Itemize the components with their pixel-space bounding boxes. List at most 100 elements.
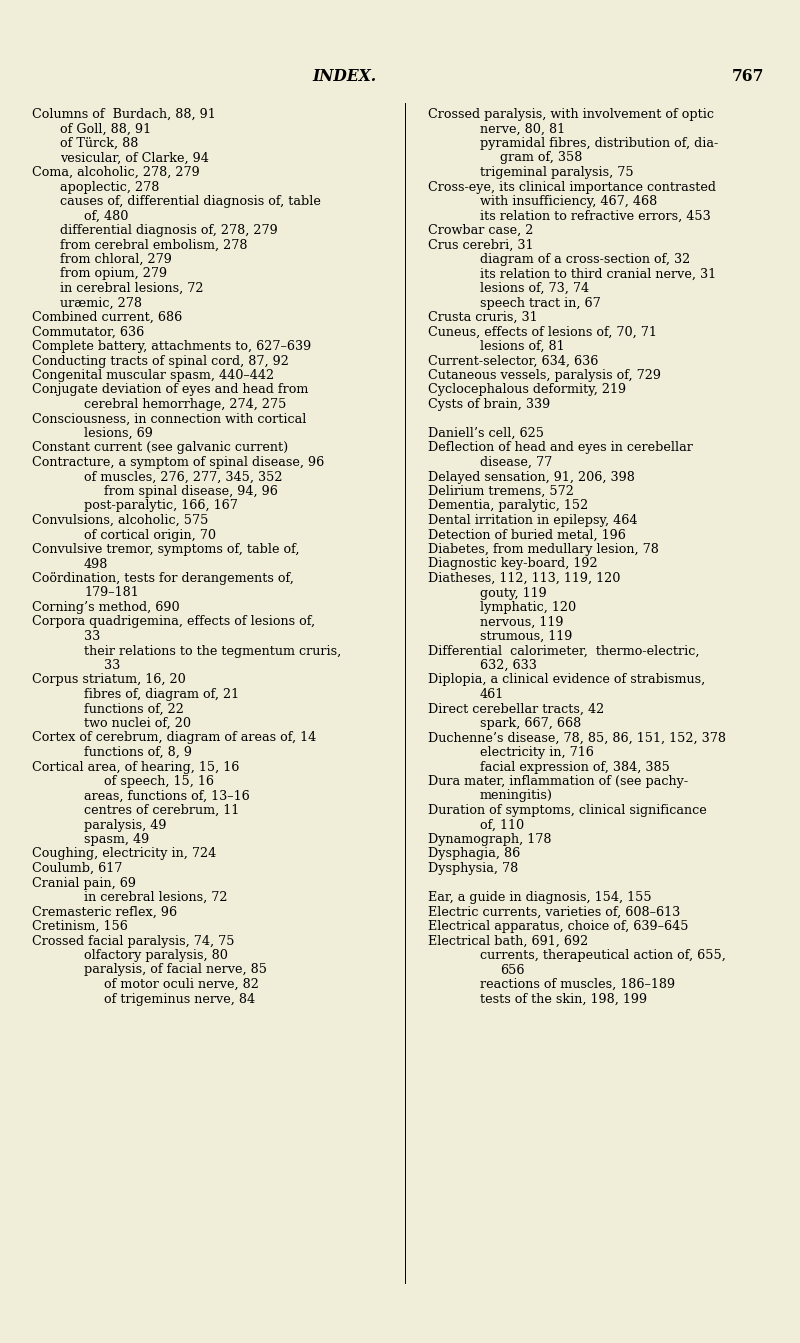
Text: Consciousness, in connection with cortical: Consciousness, in connection with cortic… [32,412,306,426]
Text: Cutaneous vessels, paralysis of, 729: Cutaneous vessels, paralysis of, 729 [428,369,661,381]
Text: 656: 656 [500,963,525,976]
Text: Differential  calorimeter,  thermo-electric,: Differential calorimeter, thermo-electri… [428,645,699,658]
Text: of muscles, 276, 277, 345, 352: of muscles, 276, 277, 345, 352 [84,470,282,483]
Text: of Goll, 88, 91: of Goll, 88, 91 [60,122,151,136]
Text: lesions, 69: lesions, 69 [84,427,153,441]
Text: of, 480: of, 480 [84,210,128,223]
Text: of Türck, 88: of Türck, 88 [60,137,138,150]
Text: Coördination, tests for derangements of,: Coördination, tests for derangements of, [32,572,294,586]
Text: Delirium tremens, 572: Delirium tremens, 572 [428,485,574,498]
Text: Cross-eye, its clinical importance contrasted: Cross-eye, its clinical importance contr… [428,180,716,193]
Text: Duchenne’s disease, 78, 85, 86, 151, 152, 378: Duchenne’s disease, 78, 85, 86, 151, 152… [428,732,726,744]
Text: Daniell’s cell, 625: Daniell’s cell, 625 [428,427,544,441]
Text: vesicular, of Clarke, 94: vesicular, of Clarke, 94 [60,152,209,164]
Text: Diplopia, a clinical evidence of strabismus,: Diplopia, a clinical evidence of strabis… [428,673,706,686]
Text: speech tract in, 67: speech tract in, 67 [480,297,601,309]
Text: Coulumb, 617: Coulumb, 617 [32,862,122,876]
Text: of, 110: of, 110 [480,818,524,831]
Text: nerve, 80, 81: nerve, 80, 81 [480,122,565,136]
Text: fibres of, diagram of, 21: fibres of, diagram of, 21 [84,688,239,701]
Text: Complete battery, attachments to, 627–639: Complete battery, attachments to, 627–63… [32,340,311,353]
Text: pyramidal fibres, distribution of, dia-: pyramidal fibres, distribution of, dia- [480,137,718,150]
Text: Cretinism, 156: Cretinism, 156 [32,920,128,933]
Text: olfactory paralysis, 80: olfactory paralysis, 80 [84,950,228,962]
Text: Deflection of head and eyes in cerebellar: Deflection of head and eyes in cerebella… [428,442,693,454]
Text: two nuclei of, 20: two nuclei of, 20 [84,717,191,731]
Text: 498: 498 [84,557,108,571]
Text: Coma, alcoholic, 278, 279: Coma, alcoholic, 278, 279 [32,167,200,179]
Text: tests of the skin, 198, 199: tests of the skin, 198, 199 [480,992,647,1006]
Text: Dental irritation in epilepsy, 464: Dental irritation in epilepsy, 464 [428,514,638,526]
Text: 767: 767 [732,68,764,85]
Text: Columns of  Burdach, 88, 91: Columns of Burdach, 88, 91 [32,107,216,121]
Text: of motor oculi nerve, 82: of motor oculi nerve, 82 [104,978,259,991]
Text: INDEX.: INDEX. [312,68,376,85]
Text: Crossed paralysis, with involvement of optic: Crossed paralysis, with involvement of o… [428,107,714,121]
Text: Direct cerebellar tracts, 42: Direct cerebellar tracts, 42 [428,702,604,716]
Text: Current-selector, 634, 636: Current-selector, 634, 636 [428,355,598,368]
Text: reactions of muscles, 186–189: reactions of muscles, 186–189 [480,978,675,991]
Text: spark, 667, 668: spark, 667, 668 [480,717,582,731]
Text: its relation to third cranial nerve, 31: its relation to third cranial nerve, 31 [480,267,716,281]
Text: 33: 33 [104,659,120,672]
Text: Diatheses, 112, 113, 119, 120: Diatheses, 112, 113, 119, 120 [428,572,620,586]
Text: Cyclocephalous deformity, 219: Cyclocephalous deformity, 219 [428,384,626,396]
Text: functions of, 22: functions of, 22 [84,702,184,716]
Text: Corpus striatum, 16, 20: Corpus striatum, 16, 20 [32,673,186,686]
Text: Convulsive tremor, symptoms of, table of,: Convulsive tremor, symptoms of, table of… [32,543,299,556]
Text: Constant current (see galvanic current): Constant current (see galvanic current) [32,442,288,454]
Text: paralysis, 49: paralysis, 49 [84,818,166,831]
Text: Conjugate deviation of eyes and head from: Conjugate deviation of eyes and head fro… [32,384,308,396]
Text: Diabetes, from medullary lesion, 78: Diabetes, from medullary lesion, 78 [428,543,659,556]
Text: cerebral hemorrhage, 274, 275: cerebral hemorrhage, 274, 275 [84,398,286,411]
Text: Contracture, a symptom of spinal disease, 96: Contracture, a symptom of spinal disease… [32,457,324,469]
Text: diagram of a cross-section of, 32: diagram of a cross-section of, 32 [480,252,690,266]
Text: facial expression of, 384, 385: facial expression of, 384, 385 [480,760,670,774]
Text: functions of, 8, 9: functions of, 8, 9 [84,745,192,759]
Text: Crowbar case, 2: Crowbar case, 2 [428,224,534,236]
Text: of trigeminus nerve, 84: of trigeminus nerve, 84 [104,992,255,1006]
Text: nervous, 119: nervous, 119 [480,615,563,629]
Text: Cortex of cerebrum, diagram of areas of, 14: Cortex of cerebrum, diagram of areas of,… [32,732,316,744]
Text: lymphatic, 120: lymphatic, 120 [480,602,576,614]
Text: of speech, 15, 16: of speech, 15, 16 [104,775,214,788]
Text: Cortical area, of hearing, 15, 16: Cortical area, of hearing, 15, 16 [32,760,239,774]
Text: Corpora quadrigemina, effects of lesions of,: Corpora quadrigemina, effects of lesions… [32,615,315,629]
Text: trigeminal paralysis, 75: trigeminal paralysis, 75 [480,167,634,179]
Text: disease, 77: disease, 77 [480,457,552,469]
Text: Dysphagia, 86: Dysphagia, 86 [428,847,520,861]
Text: of cortical origin, 70: of cortical origin, 70 [84,529,216,541]
Text: apoplectic, 278: apoplectic, 278 [60,180,159,193]
Text: with insufficiency, 467, 468: with insufficiency, 467, 468 [480,195,658,208]
Text: 179–181: 179–181 [84,587,138,599]
Text: Cuneus, effects of lesions of, 70, 71: Cuneus, effects of lesions of, 70, 71 [428,325,657,338]
Text: Crus cerebri, 31: Crus cerebri, 31 [428,239,534,251]
Text: gouty, 119: gouty, 119 [480,587,546,599]
Text: Dysphysia, 78: Dysphysia, 78 [428,862,518,876]
Text: in cerebral lesions, 72: in cerebral lesions, 72 [84,890,227,904]
Text: Commutator, 636: Commutator, 636 [32,325,144,338]
Text: post-paralytic, 166, 167: post-paralytic, 166, 167 [84,500,238,513]
Text: Cysts of brain, 339: Cysts of brain, 339 [428,398,550,411]
Text: Dynamograph, 178: Dynamograph, 178 [428,833,551,846]
Text: Corning’s method, 690: Corning’s method, 690 [32,602,180,614]
Text: Congenital muscular spasm, 440–442: Congenital muscular spasm, 440–442 [32,369,274,381]
Text: Conducting tracts of spinal cord, 87, 92: Conducting tracts of spinal cord, 87, 92 [32,355,289,368]
Text: Convulsions, alcoholic, 575: Convulsions, alcoholic, 575 [32,514,208,526]
Text: lesions of, 73, 74: lesions of, 73, 74 [480,282,589,295]
Text: Coughing, electricity in, 724: Coughing, electricity in, 724 [32,847,216,861]
Text: from cerebral embolism, 278: from cerebral embolism, 278 [60,239,247,251]
Text: Crusta cruris, 31: Crusta cruris, 31 [428,312,538,324]
Text: from spinal disease, 94, 96: from spinal disease, 94, 96 [104,485,278,498]
Text: Crossed facial paralysis, 74, 75: Crossed facial paralysis, 74, 75 [32,935,234,948]
Text: 461: 461 [480,688,504,701]
Text: Dura mater, inflammation of (see pachy-: Dura mater, inflammation of (see pachy- [428,775,688,788]
Text: 33: 33 [84,630,100,643]
Text: causes of, differential diagnosis of, table: causes of, differential diagnosis of, ta… [60,195,321,208]
Text: differential diagnosis of, 278, 279: differential diagnosis of, 278, 279 [60,224,278,236]
Text: from chloral, 279: from chloral, 279 [60,252,172,266]
Text: Duration of symptoms, clinical significance: Duration of symptoms, clinical significa… [428,804,706,817]
Text: Cremasteric reflex, 96: Cremasteric reflex, 96 [32,905,177,919]
Text: in cerebral lesions, 72: in cerebral lesions, 72 [60,282,203,295]
Text: 632, 633: 632, 633 [480,659,537,672]
